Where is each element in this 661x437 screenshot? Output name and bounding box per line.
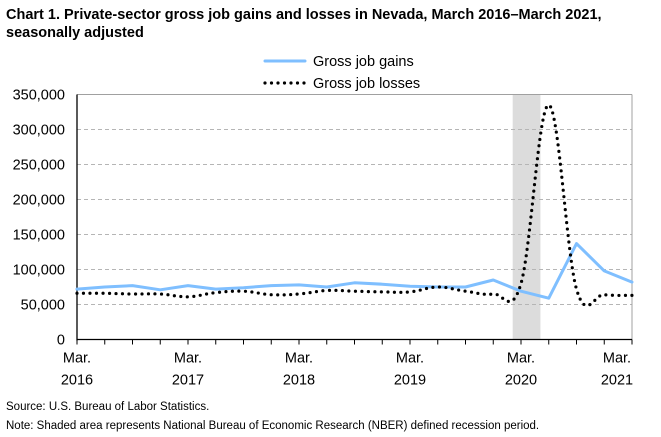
x-tick-year: 2019 <box>394 373 426 389</box>
chart-title: Chart 1. Private-sector gross job gains … <box>6 7 602 41</box>
series-line-gross-job-losses <box>75 103 634 308</box>
x-tick-year: 2018 <box>283 373 315 389</box>
source-note: Source: U.S. Bureau of Labor Statistics. <box>6 401 210 413</box>
y-tick-label: 300,000 <box>13 123 65 139</box>
y-tick-label: 350,000 <box>13 88 65 104</box>
y-tick-label: 250,000 <box>13 158 65 174</box>
y-tick-label: 0 <box>57 333 65 349</box>
legend-label: Gross job gains <box>313 54 414 70</box>
x-tick-month: Mar. <box>285 351 313 367</box>
y-tick-label: 100,000 <box>13 263 65 279</box>
recession-shading <box>512 94 541 340</box>
x-tick-month: Mar. <box>507 351 535 367</box>
legend-label: Gross job losses <box>313 76 420 92</box>
x-tick-month: Mar. <box>63 351 91 367</box>
x-tick-year: 2021 <box>601 373 633 389</box>
y-tick-label: 150,000 <box>13 228 65 244</box>
x-tick-month: Mar. <box>174 351 202 367</box>
x-tick-month: Mar. <box>603 351 631 367</box>
x-tick-year: 2020 <box>505 373 537 389</box>
x-tick-year: 2016 <box>61 373 93 389</box>
y-tick-label: 200,000 <box>13 193 65 209</box>
y-tick-label: 50,000 <box>21 298 65 314</box>
x-tick-year: 2017 <box>172 373 204 389</box>
recession-note: Note: Shaded area represents National Bu… <box>6 420 540 432</box>
x-tick-month: Mar. <box>396 351 424 367</box>
series-line-gross-job-gains <box>75 242 634 300</box>
